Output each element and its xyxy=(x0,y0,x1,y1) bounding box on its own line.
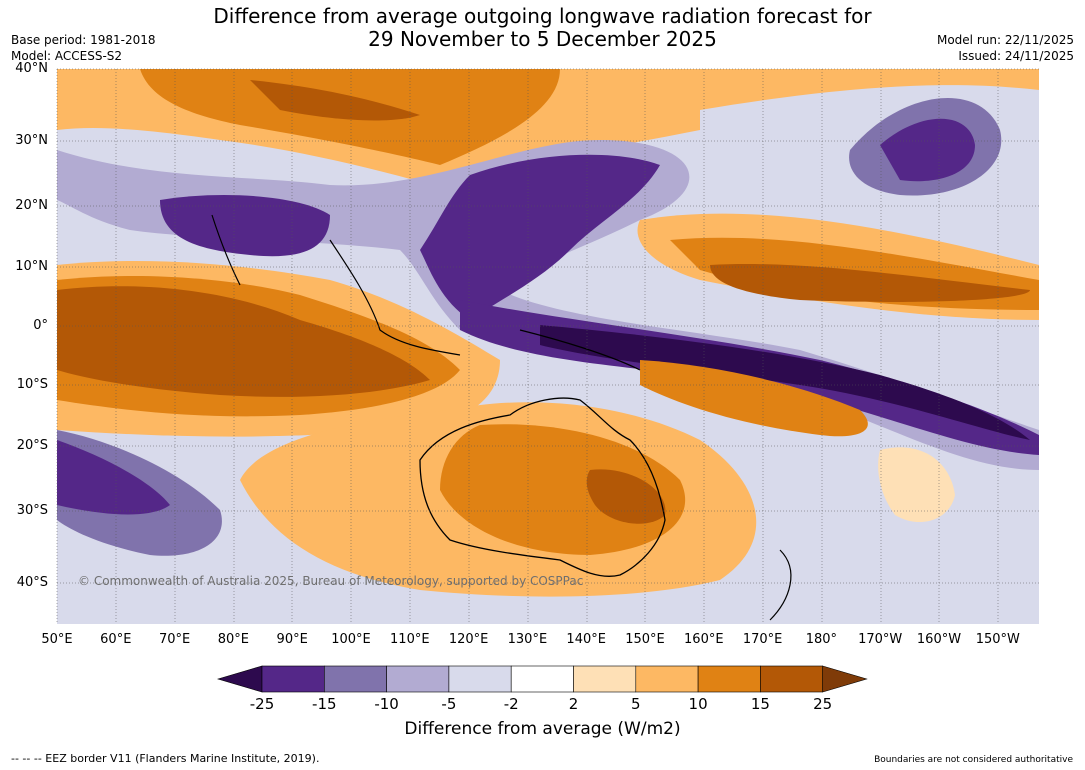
issued-date: Issued: 24/11/2025 xyxy=(958,49,1074,63)
colorbar-segment xyxy=(697,665,761,693)
latitude-tick-label: 40°S xyxy=(16,575,48,590)
latitude-tick-label: 40°N xyxy=(15,61,48,76)
colorbar-tick-label: 2 xyxy=(568,695,579,713)
north-pacific-negative-core xyxy=(880,118,975,182)
longitude-tick-label: 130°E xyxy=(507,632,548,647)
longitude-tick-label: 80°E xyxy=(217,632,250,647)
latitude-tick-label: 30°N xyxy=(15,133,48,148)
longitude-tick-label: 100°E xyxy=(331,632,371,647)
longitude-tick-label: 170°E xyxy=(742,632,783,647)
colorbar-arrow-high xyxy=(822,665,868,693)
colorbar-segment xyxy=(573,665,637,693)
copyright-note: © Commonwealth of Australia 2025, Bureau… xyxy=(78,574,584,588)
longitude-tick-label: 180° xyxy=(805,632,838,647)
boundary-disclaimer: Boundaries are not considered authoritat… xyxy=(874,755,1073,765)
colorbar-segment xyxy=(386,665,450,693)
colorbar-segment xyxy=(635,665,699,693)
meta-left: Base period: 1981-2018 Model: ACCESS-S2 xyxy=(11,32,156,64)
latitude-tick-label: 10°N xyxy=(15,259,48,274)
colorbar-tick-label: -25 xyxy=(249,695,275,713)
colorbar-title: Difference from average (W/m2) xyxy=(404,719,681,739)
meta-right: Model run: 22/11/2025 Issued: 24/11/2025 xyxy=(937,32,1074,64)
colorbar-segment xyxy=(760,665,824,693)
longitude-tick-label: 150°E xyxy=(625,632,665,647)
longitude-tick-label: 150°W xyxy=(975,632,1020,647)
anomaly-field xyxy=(57,69,1039,624)
longitude-tick-label: 90°E xyxy=(276,632,308,647)
india-coastline xyxy=(211,214,241,286)
colorbar-tick-label: -15 xyxy=(312,695,337,713)
maritime-continent-coastline xyxy=(329,239,461,356)
colorbar-tick-label: -10 xyxy=(374,695,399,713)
north-pacific-positive xyxy=(700,69,1039,110)
latitude-tick-label: 20°N xyxy=(15,198,48,213)
southern-indian-negative-core xyxy=(57,440,170,515)
title-line-2: 29 November to 5 December 2025 xyxy=(368,27,717,51)
australia-coastline xyxy=(419,397,666,577)
longitude-tick-label: 50°E xyxy=(41,632,73,647)
longitude-tick-label: 170°W xyxy=(858,632,903,647)
longitude-tick-label: 120°E xyxy=(448,632,489,647)
colorbar-tick-label: 10 xyxy=(688,695,708,713)
graticule-meridians xyxy=(56,69,999,624)
longitude-tick-label: 160°E xyxy=(684,632,724,647)
latitude-tick-label: 20°S xyxy=(16,438,48,453)
colorbar-segment xyxy=(323,665,387,693)
latitude-tick-label: 0° xyxy=(33,318,48,333)
title-line-1: Difference from average outgoing longwav… xyxy=(213,4,872,28)
spcz-strong-negative xyxy=(540,325,1030,440)
coral-sea-positive xyxy=(640,360,868,437)
model-name: Model: ACCESS-S2 xyxy=(11,49,123,63)
philippines-negative xyxy=(420,154,660,320)
colorbar-tick-label: 15 xyxy=(750,695,770,713)
model-run: Model run: 22/11/2025 xyxy=(936,33,1074,47)
australia-positive-mid xyxy=(440,424,686,555)
longitude-tick-label: 70°E xyxy=(158,632,191,647)
colorbar-segment xyxy=(448,665,512,693)
bay-of-bengal-negative xyxy=(160,195,330,257)
longitude-tick-label: 60°E xyxy=(100,632,132,647)
colorbar-tick-label: 25 xyxy=(813,695,833,713)
base-period: Base period: 1981-2018 xyxy=(11,33,156,47)
north-pacific-strong-positive xyxy=(710,264,1030,302)
south-pacific-positive xyxy=(878,447,955,523)
new-guinea-coastline xyxy=(519,329,641,371)
latitude-tick-label: 30°S xyxy=(16,503,48,518)
longitude-tick-label: 140°E xyxy=(566,632,606,647)
colorbar-arrow-low xyxy=(216,665,263,693)
indian-ocean-strong-positive xyxy=(57,286,430,397)
longitude-tick-label: 110°E xyxy=(390,632,430,647)
colorbar-tick-label: -2 xyxy=(503,695,519,713)
new-zealand-coastline xyxy=(769,549,792,621)
latitude-tick-label: 10°S xyxy=(16,377,48,392)
colorbar-segment xyxy=(510,665,574,693)
map-title: Difference from average outgoing longwav… xyxy=(0,5,1085,51)
colorbar xyxy=(216,665,868,693)
australia-strong-positive xyxy=(586,469,666,524)
eez-border-note: -- -- -- EEZ border V11 (Flanders Marine… xyxy=(11,752,320,765)
asia-strong-positive xyxy=(250,80,420,121)
longitude-tick-label: 160°W xyxy=(916,632,962,647)
colorbar-tick-label: 5 xyxy=(631,695,641,713)
colorbar-segment xyxy=(261,665,325,693)
colorbar-tick-label: -5 xyxy=(441,695,457,713)
